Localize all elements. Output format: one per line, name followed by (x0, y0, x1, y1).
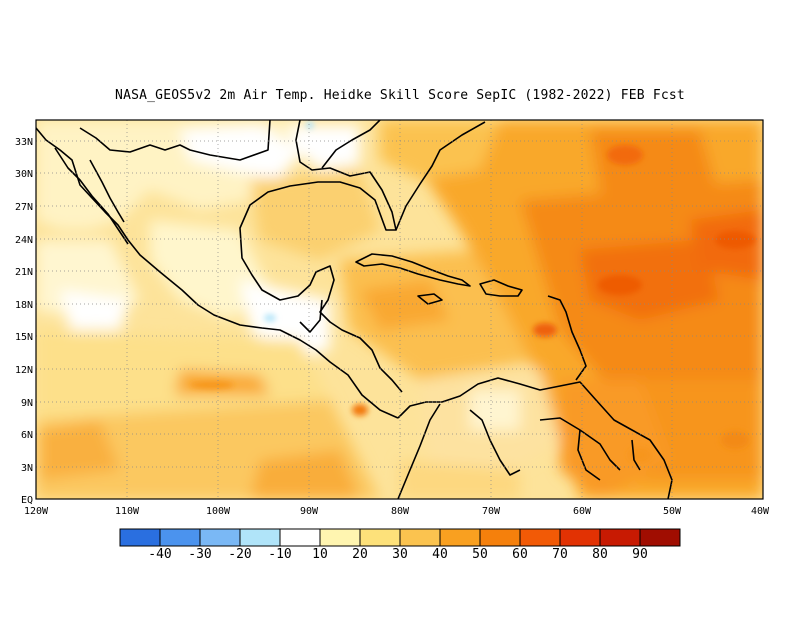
lat-label: 30N (15, 169, 33, 180)
lon-label: 50W (663, 506, 682, 517)
colorbar-label: -40 (148, 547, 171, 562)
lon-label: 80W (391, 506, 410, 517)
colorbar-label: 90 (632, 547, 648, 562)
colorbar-label: 50 (472, 547, 488, 562)
lat-label: 21N (15, 267, 33, 278)
colorbar-swatch (319, 528, 361, 547)
lat-label: 33N (15, 137, 33, 148)
lat-label: 18N (15, 300, 33, 311)
colorbar-label: 60 (512, 547, 528, 562)
colorbar-swatch (479, 528, 521, 547)
colorbar-swatch (559, 528, 601, 547)
colorbar-swatch (639, 528, 681, 547)
colorbar-label: 10 (312, 547, 328, 562)
colorbar-label: 80 (592, 547, 608, 562)
colorbar-swatch (439, 528, 481, 547)
colorbar-label: -30 (188, 547, 211, 562)
map-frame (35, 119, 764, 500)
colorbar-swatch (399, 528, 441, 547)
colorbar-label: 40 (432, 547, 448, 562)
colorbar-swatch (359, 528, 401, 547)
skill-score-field (36, 120, 763, 499)
lat-label: 3N (21, 463, 33, 474)
colorbar-swatch (239, 528, 281, 547)
lat-label: 15N (15, 332, 33, 343)
colorbar: -40 -30 -20 -10 10 20 30 40 50 60 70 80 … (119, 528, 681, 562)
colorbar-label: -10 (268, 547, 291, 562)
colorbar-label: 70 (552, 547, 568, 562)
lon-label: 70W (482, 506, 501, 517)
lon-label: 100W (206, 506, 231, 517)
coastlines (36, 120, 673, 499)
lon-label: 90W (300, 506, 319, 517)
lon-label: 40W (751, 506, 770, 517)
lat-label: 27N (15, 202, 33, 213)
lat-label: 6N (21, 430, 33, 441)
lat-label: 12N (15, 365, 33, 376)
colorbar-label: 30 (392, 547, 408, 562)
longitude-labels: 120W 110W 100W 90W 80W 70W 60W 50W 40W (24, 506, 770, 517)
lon-label: 120W (24, 506, 49, 517)
lat-label: EQ (21, 495, 33, 506)
colorbar-swatch (599, 528, 641, 547)
lat-label: 24N (15, 235, 33, 246)
colorbar-swatch (119, 528, 161, 547)
lat-label: 9N (21, 398, 33, 409)
latitude-labels: 33N 30N 27N 24N 21N 18N 15N 12N 9N 6N 3N… (15, 137, 33, 506)
colorbar-swatch (159, 528, 201, 547)
lon-label: 110W (115, 506, 140, 517)
colorbar-swatch (199, 528, 241, 547)
lon-label: 60W (573, 506, 592, 517)
colorbar-swatch (279, 528, 321, 547)
map-title: NASA_GEOS5v2 2m Air Temp. Heidke Skill S… (115, 88, 685, 103)
colorbar-label: 20 (352, 547, 368, 562)
colorbar-label: -20 (228, 547, 251, 562)
colorbar-swatch (519, 528, 561, 547)
